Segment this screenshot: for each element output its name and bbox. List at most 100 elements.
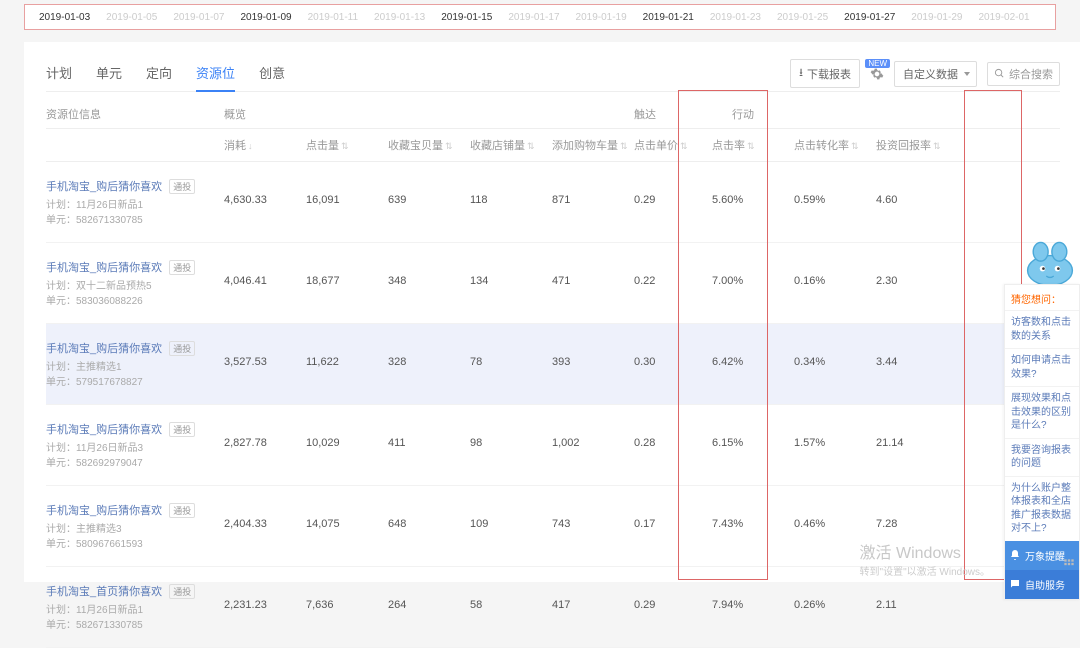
cell: 0.29 — [634, 583, 712, 611]
col-cvr[interactable]: 点击转化率⇅ — [794, 137, 876, 153]
mascot-icon[interactable] — [1022, 238, 1078, 288]
col-add-cart[interactable]: 添加购物车量⇅ — [552, 137, 634, 153]
gear-icon[interactable]: NEW — [870, 67, 884, 81]
cell: 417 — [552, 583, 634, 611]
cell: 4.60 — [876, 178, 958, 206]
cell: 134 — [470, 259, 552, 287]
cell: 109 — [470, 502, 552, 530]
row-unit: 单元：582692979047 — [46, 456, 224, 471]
table-row[interactable]: 手机淘宝_购后猜你喜欢 通投计划：11月26日新品1单元：58267133078… — [46, 162, 1060, 243]
row-plan: 计划：双十二新品预热5 — [46, 279, 224, 294]
chat-icon — [1009, 578, 1021, 590]
cell: 0.34% — [794, 340, 876, 368]
help-link[interactable]: 如何申请点击效果? — [1005, 348, 1079, 386]
help-link[interactable]: 为什么账户整体报表和全店推广报表数据对不上? — [1005, 476, 1079, 541]
date-item[interactable]: 2019-02-01 — [970, 12, 1037, 23]
table-row[interactable]: 手机淘宝_首页猜你喜欢 通投计划：11月26日新品1单元：58267133078… — [46, 567, 1060, 648]
row-title: 手机淘宝_首页猜你喜欢 通投 — [46, 583, 224, 599]
download-report-button[interactable]: ⭳ 下载报表 — [790, 59, 860, 88]
cell: 2,404.33 — [224, 502, 306, 530]
date-item[interactable]: 2019-01-05 — [98, 12, 165, 23]
tab-2[interactable]: 定向 — [146, 55, 172, 92]
search-input[interactable]: 综合搜索 — [987, 62, 1060, 86]
cell: 58 — [470, 583, 552, 611]
cell: 6.42% — [712, 340, 794, 368]
row-plan: 计划：11月26日新品1 — [46, 603, 224, 618]
more-icon[interactable] — [1062, 557, 1076, 574]
cell: 0.17 — [634, 502, 712, 530]
date-item[interactable]: 2019-01-21 — [635, 12, 702, 23]
row-tag: 通投 — [169, 260, 195, 275]
cell: 21.14 — [876, 421, 958, 449]
table-row[interactable]: 手机淘宝_购后猜你喜欢 通投计划：双十二新品预热5单元：583036088226… — [46, 243, 1060, 324]
date-item[interactable]: 2019-01-13 — [366, 12, 433, 23]
cell: 7.43% — [712, 502, 794, 530]
row-plan: 计划：11月26日新品1 — [46, 198, 224, 213]
row-unit: 单元：580967661593 — [46, 537, 224, 552]
group-info: 资源位信息 — [46, 106, 224, 122]
row-title: 手机淘宝_购后猜你喜欢 通投 — [46, 502, 224, 518]
cell: 0.22 — [634, 259, 712, 287]
help-panel: 猜您想问： 访客数和点击数的关系如何申请点击效果?展现效果和点击效果的区别是什么… — [1004, 284, 1080, 600]
table-row[interactable]: 手机淘宝_购后猜你喜欢 通投计划：11月26日新品3单元：58269297904… — [46, 405, 1060, 486]
cell: 264 — [388, 583, 470, 611]
cell: 3,527.53 — [224, 340, 306, 368]
cell: 0.26% — [794, 583, 876, 611]
row-tag: 通投 — [169, 341, 195, 356]
tab-4[interactable]: 创意 — [259, 55, 285, 92]
row-tag: 通投 — [169, 584, 195, 599]
tab-3[interactable]: 资源位 — [196, 55, 235, 92]
date-item[interactable]: 2019-01-15 — [433, 12, 500, 23]
col-roi[interactable]: 投资回报率⇅ — [876, 137, 958, 153]
date-item[interactable]: 2019-01-09 — [232, 12, 299, 23]
col-consume[interactable]: 消耗↓ — [224, 137, 306, 153]
date-item[interactable]: 2019-01-19 — [568, 12, 635, 23]
group-action: 行动 — [732, 106, 1060, 122]
row-title: 手机淘宝_购后猜你喜欢 通投 — [46, 259, 224, 275]
row-unit: 单元：583036088226 — [46, 294, 224, 309]
cell: 1,002 — [552, 421, 634, 449]
tab-1[interactable]: 单元 — [96, 55, 122, 92]
table-header-cols: 消耗↓ 点击量⇅ 收藏宝贝量⇅ 收藏店铺量⇅ 添加购物车量⇅ 点击单价⇅ 点击率… — [46, 129, 1060, 162]
cell: 2,231.23 — [224, 583, 306, 611]
group-touch: 触达 — [634, 106, 732, 122]
cell: 348 — [388, 259, 470, 287]
row-title: 手机淘宝_购后猜你喜欢 通投 — [46, 421, 224, 437]
search-icon — [994, 68, 1005, 79]
cell: 0.59% — [794, 178, 876, 206]
cell: 871 — [552, 178, 634, 206]
download-label: 下载报表 — [807, 66, 851, 82]
date-item[interactable]: 2019-01-25 — [769, 12, 836, 23]
col-fav-item[interactable]: 收藏宝贝量⇅ — [388, 137, 470, 153]
cell: 98 — [470, 421, 552, 449]
table-header-groups: 资源位信息 概览 触达 行动 — [46, 92, 1060, 129]
col-fav-shop[interactable]: 收藏店铺量⇅ — [470, 137, 552, 153]
date-item[interactable]: 2019-01-29 — [903, 12, 970, 23]
table-row[interactable]: 手机淘宝_购后猜你喜欢 通投计划：主推精选1单元：5795176788273,5… — [46, 324, 1060, 405]
date-item[interactable]: 2019-01-11 — [300, 12, 366, 23]
download-icon: ⭳ — [799, 64, 803, 83]
cell: 118 — [470, 178, 552, 206]
col-clicks[interactable]: 点击量⇅ — [306, 137, 388, 153]
main-panel: 计划单元定向资源位创意 ⭳ 下载报表 NEW 自定义数据 综合搜索 资源位信息 … — [24, 42, 1080, 582]
row-title: 手机淘宝_购后猜你喜欢 通投 — [46, 178, 224, 194]
row-plan: 计划：主推精选3 — [46, 522, 224, 537]
cell: 7.94% — [712, 583, 794, 611]
date-item[interactable]: 2019-01-03 — [31, 12, 98, 23]
cell: 1.57% — [794, 421, 876, 449]
date-item[interactable]: 2019-01-07 — [165, 12, 232, 23]
date-item[interactable]: 2019-01-27 — [836, 12, 903, 23]
date-item[interactable]: 2019-01-23 — [702, 12, 769, 23]
help-link[interactable]: 展现效果和点击效果的区别是什么? — [1005, 386, 1079, 438]
help-link[interactable]: 我要咨询报表的问题 — [1005, 438, 1079, 476]
row-unit: 单元：582671330785 — [46, 213, 224, 228]
cell: 0.46% — [794, 502, 876, 530]
bell-icon — [1009, 549, 1021, 561]
tabs: 计划单元定向资源位创意 — [46, 55, 285, 92]
custom-data-select[interactable]: 自定义数据 — [894, 61, 977, 87]
tab-0[interactable]: 计划 — [46, 55, 72, 92]
col-ctr[interactable]: 点击率⇅ — [712, 137, 794, 153]
date-item[interactable]: 2019-01-17 — [500, 12, 567, 23]
help-link[interactable]: 访客数和点击数的关系 — [1005, 310, 1079, 348]
col-cpc[interactable]: 点击单价⇅ — [634, 137, 712, 153]
